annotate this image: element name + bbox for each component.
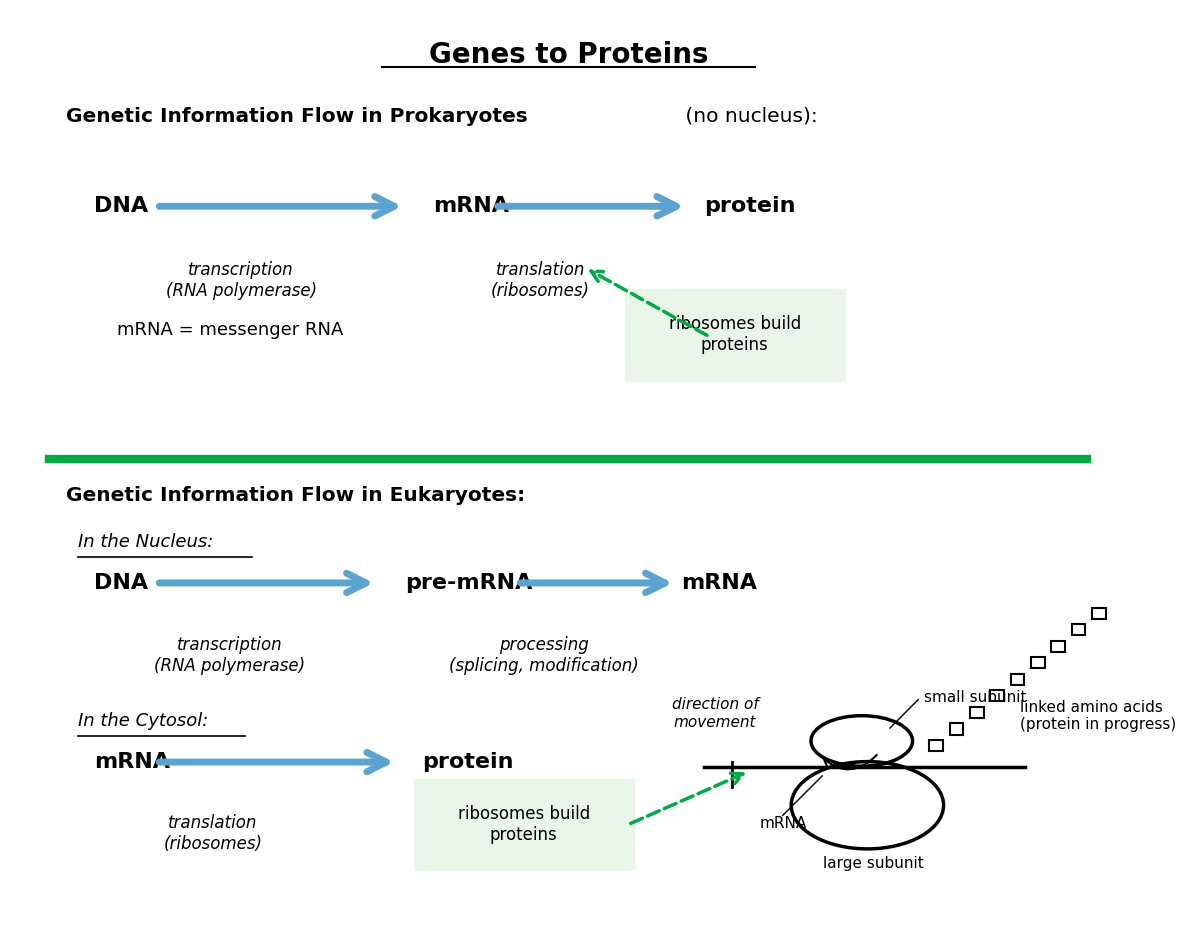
FancyBboxPatch shape <box>414 779 634 870</box>
Text: translation
(ribosomes): translation (ribosomes) <box>163 815 263 853</box>
Text: Genetic Information Flow in Prokaryotes: Genetic Information Flow in Prokaryotes <box>66 107 528 126</box>
Text: (no nucleus):: (no nucleus): <box>679 107 817 126</box>
Text: processing
(splicing, modification): processing (splicing, modification) <box>449 636 638 675</box>
Text: direction of
movement: direction of movement <box>672 697 758 730</box>
Text: mRNA: mRNA <box>760 816 806 832</box>
Text: mRNA: mRNA <box>433 197 509 216</box>
Text: pre-mRNA: pre-mRNA <box>404 573 532 593</box>
Text: Genes to Proteins: Genes to Proteins <box>428 41 708 69</box>
Text: In the Cytosol:: In the Cytosol: <box>78 712 208 730</box>
FancyBboxPatch shape <box>625 289 845 381</box>
Text: transcription
(RNA polymerase): transcription (RNA polymerase) <box>155 636 306 675</box>
Text: DNA: DNA <box>95 573 149 593</box>
Text: Genetic Information Flow in Eukaryotes:: Genetic Information Flow in Eukaryotes: <box>66 486 526 505</box>
Text: DNA: DNA <box>95 197 149 216</box>
Text: In the Nucleus:: In the Nucleus: <box>78 533 212 551</box>
Text: mRNA: mRNA <box>95 752 170 772</box>
Text: ribosomes build
proteins: ribosomes build proteins <box>668 315 800 354</box>
Text: protein: protein <box>421 752 514 772</box>
Text: linked amino acids
(protein in progress): linked amino acids (protein in progress) <box>1020 700 1176 732</box>
Text: large subunit: large subunit <box>823 856 924 870</box>
Text: mRNA = messenger RNA: mRNA = messenger RNA <box>118 322 343 339</box>
Text: ribosomes build
proteins: ribosomes build proteins <box>457 806 590 844</box>
Text: mRNA: mRNA <box>682 573 757 593</box>
Text: protein: protein <box>703 197 796 216</box>
Text: small subunit: small subunit <box>924 691 1026 705</box>
Text: transcription
(RNA polymerase): transcription (RNA polymerase) <box>166 261 317 300</box>
Text: translation
(ribosomes): translation (ribosomes) <box>491 261 589 300</box>
